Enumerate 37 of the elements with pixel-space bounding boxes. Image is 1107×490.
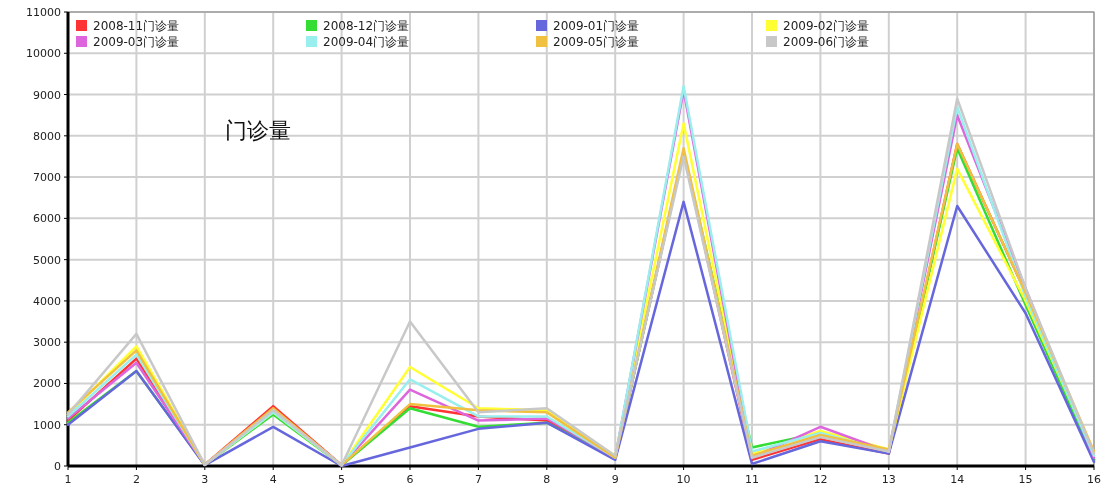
x-tick-label: 6 [406, 473, 414, 486]
x-tick-label: 15 [1018, 473, 1033, 486]
y-tick-label: 4000 [33, 294, 61, 308]
legend-label: 2009-01门诊量 [553, 19, 640, 33]
x-tick-label: 1 [64, 473, 72, 486]
x-tick-label: 9 [611, 473, 619, 486]
x-tick-label: 10 [676, 473, 691, 486]
x-tick-label: 8 [543, 473, 551, 486]
x-tick-label: 16 [1087, 473, 1101, 486]
y-tick-label: 7000 [33, 171, 61, 185]
x-tick-label: 13 [881, 473, 896, 486]
x-tick-label: 4 [269, 473, 277, 486]
legend-label: 2009-06门诊量 [783, 35, 870, 49]
x-tick-label: 5 [338, 473, 346, 486]
legend-label: 2009-03门诊量 [93, 35, 180, 49]
legend-label: 2009-04门诊量 [323, 35, 410, 49]
legend-label: 2009-02门诊量 [783, 19, 870, 33]
y-tick-label: 8000 [33, 129, 61, 143]
y-tick-label: 0 [54, 460, 61, 473]
text: 门诊量 [225, 117, 292, 143]
y-tick-label: 6000 [33, 212, 61, 226]
y-tick-label: 11000 [26, 6, 61, 19]
y-tick-label: 5000 [33, 253, 61, 267]
x-tick-label: 3 [201, 473, 209, 486]
x-tick-label: 11 [745, 473, 759, 486]
x-tick-label: 7 [474, 473, 482, 486]
y-tick-label: 10000 [26, 47, 61, 61]
x-tick-label: 2 [132, 473, 140, 486]
y-tick-label: 9000 [33, 88, 61, 102]
legend-label: 2008-11门诊量 [93, 19, 180, 33]
legend-label: 2008-12门诊量 [323, 19, 410, 33]
x-tick-label: 12 [813, 473, 828, 486]
y-tick-label: 2000 [33, 377, 61, 391]
legend-label: 2009-05门诊量 [553, 35, 640, 49]
y-tick-label: 1000 [33, 418, 61, 432]
y-tick-label: 3000 [33, 336, 61, 350]
x-tick-label: 14 [950, 473, 965, 486]
